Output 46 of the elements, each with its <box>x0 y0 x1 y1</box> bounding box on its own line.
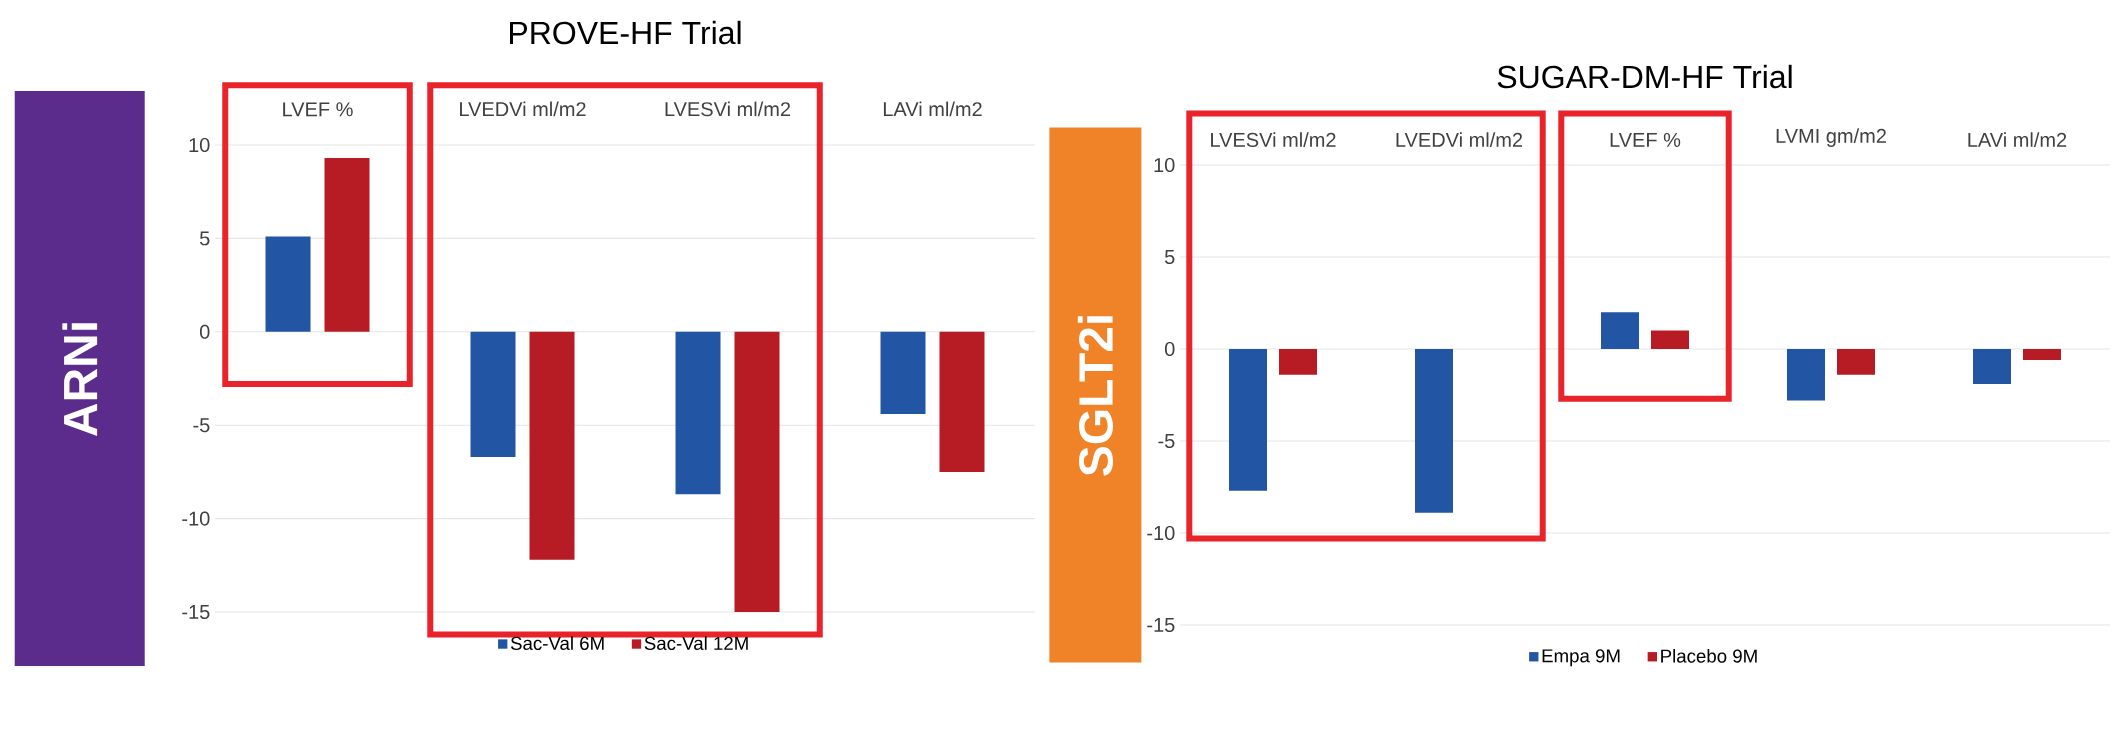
y-tick-label: 10 <box>189 137 210 153</box>
bar <box>265 236 311 332</box>
y-tick-label: 5 <box>199 231 210 246</box>
bar <box>1973 349 2011 384</box>
x-tick-label: LVEDVi ml/m2 <box>460 101 586 117</box>
y-tick-label: -15 <box>1147 618 1175 632</box>
x-tick-label: LVESVi ml/m2 <box>665 101 791 117</box>
bar <box>880 331 926 414</box>
bar <box>1837 349 1875 375</box>
y-tick-label: -10 <box>182 511 210 526</box>
bar <box>1229 349 1268 491</box>
y-tick-label: -10 <box>1147 525 1175 541</box>
bar <box>1601 312 1639 349</box>
bar <box>675 331 721 495</box>
x-tick-label: LVESVi ml/m2 <box>1211 132 1336 147</box>
y-axis-title: SGLT2i <box>1077 316 1113 476</box>
bar <box>939 331 985 472</box>
legend-label: Empa 9M <box>1542 649 1620 667</box>
bar <box>324 158 370 332</box>
chart-title: PROVE-HF Trial <box>510 20 741 45</box>
bar <box>1415 349 1454 513</box>
chart-title: SUGAR-DM-HF Trial <box>1497 64 1792 89</box>
y-tick-label: -15 <box>182 605 210 619</box>
x-tick-label: LVEDVi ml/m2 <box>1396 132 1523 147</box>
x-tick-label: LAVi ml/m2 <box>1968 132 2067 147</box>
legend-label: Sac-Val 12M <box>644 636 748 650</box>
bar <box>1279 349 1318 375</box>
bar <box>2023 349 2061 361</box>
legend-label: Sac-Val 6M <box>510 636 604 650</box>
bar <box>734 331 780 612</box>
y-tick-label: 10 <box>1154 157 1175 173</box>
x-tick-label: LVMI gm/m2 <box>1776 128 1886 147</box>
y-tick-label: 0 <box>199 324 210 339</box>
y-tick-label: 0 <box>1164 341 1175 357</box>
bar <box>470 331 516 457</box>
x-tick-label: LVEF % <box>1610 132 1681 147</box>
y-axis-title: ARNi <box>62 323 98 436</box>
x-tick-label: LVEF % <box>283 102 353 117</box>
bar <box>1787 349 1825 401</box>
bar <box>529 331 575 560</box>
x-tick-label: LAVi ml/m2 <box>883 101 982 117</box>
y-tick-label: -5 <box>1158 434 1175 448</box>
legend-label: Placebo 9M <box>1661 648 1757 663</box>
bar <box>1651 330 1689 349</box>
y-tick-label: 5 <box>1164 250 1175 264</box>
y-tick-label: -5 <box>193 418 210 433</box>
